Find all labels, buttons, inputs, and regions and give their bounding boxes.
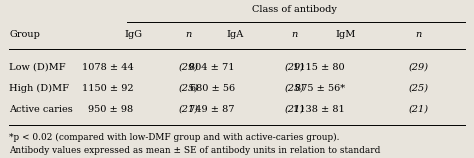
Text: 950 ± 98: 950 ± 98 [89,105,134,114]
Text: Antibody values expressed as mean ± SE of antibody units in relation to standard: Antibody values expressed as mean ± SE o… [9,146,381,155]
Text: 1150 ± 92: 1150 ± 92 [82,84,134,93]
Text: n: n [416,30,422,39]
Text: (21): (21) [409,105,428,114]
Text: Active caries: Active caries [9,105,73,114]
Text: *p < 0.02 (compared with low-DMF group and with active-caries group).: *p < 0.02 (compared with low-DMF group a… [9,132,340,142]
Text: 804 ± 71: 804 ± 71 [189,63,235,72]
Text: 1115 ± 80: 1115 ± 80 [293,63,345,72]
Text: Low (D)MF: Low (D)MF [9,63,66,72]
Text: n: n [186,30,192,39]
Text: (29): (29) [284,63,304,72]
Text: 749 ± 87: 749 ± 87 [189,105,235,114]
Text: (21): (21) [179,105,199,114]
Text: 875 ± 56*: 875 ± 56* [295,84,345,93]
Text: 680 ± 56: 680 ± 56 [190,84,235,93]
Text: Class of antibody: Class of antibody [252,5,337,14]
Text: (25): (25) [179,84,199,93]
Text: IgG: IgG [125,30,143,39]
Text: (29): (29) [409,63,428,72]
Text: (29): (29) [179,63,199,72]
Text: 1138 ± 81: 1138 ± 81 [293,105,345,114]
Text: n: n [292,30,298,39]
Text: High (D)MF: High (D)MF [9,84,70,93]
Text: IgM: IgM [335,30,356,39]
Text: (25): (25) [409,84,428,93]
Text: (25): (25) [284,84,304,93]
Text: (21): (21) [284,105,304,114]
Text: Group: Group [9,30,40,39]
Text: 1078 ± 44: 1078 ± 44 [82,63,134,72]
Text: IgA: IgA [226,30,243,39]
